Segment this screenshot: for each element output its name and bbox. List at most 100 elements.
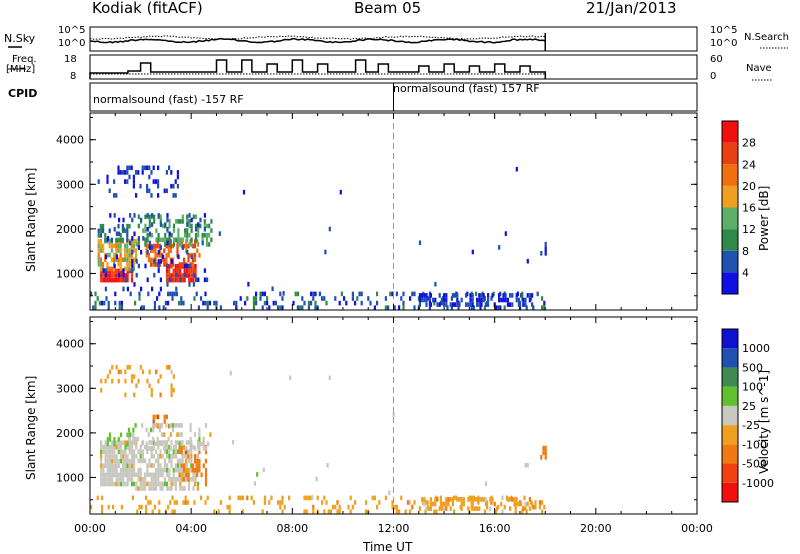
colorbar-tick-label: 12 [742, 223, 756, 236]
data-cell [166, 454, 169, 459]
data-cell [520, 501, 523, 507]
data-cell [256, 472, 259, 477]
data-cell [150, 486, 153, 491]
data-cell [117, 268, 120, 274]
data-cell [473, 506, 476, 511]
data-cell [185, 458, 188, 464]
data-cell [168, 242, 171, 247]
data-cell [137, 472, 140, 477]
data-cell [168, 444, 171, 450]
data-cell [163, 188, 166, 194]
data-cell [159, 467, 162, 473]
data-cell [177, 449, 180, 454]
data-cell [354, 500, 357, 505]
data-cell [494, 305, 497, 310]
data-cell [102, 449, 105, 455]
data-cell [161, 486, 164, 491]
data-cell [154, 262, 157, 267]
data-cell [483, 509, 486, 514]
data-cell [172, 237, 176, 243]
data-cell [168, 219, 171, 224]
data-cell [206, 305, 209, 310]
data-cell [165, 423, 168, 428]
data-cell [323, 495, 326, 501]
data-cell [206, 277, 209, 283]
data-cell [198, 449, 201, 455]
data-cell [255, 291, 258, 297]
data-cell [195, 291, 198, 297]
data-cell [197, 228, 200, 233]
data-cell [183, 472, 186, 477]
data-cell [113, 263, 116, 269]
data-cell [124, 273, 127, 278]
data-cell [188, 449, 191, 454]
data-cell [178, 432, 181, 437]
data-cell [135, 193, 138, 198]
data-cell [190, 458, 193, 464]
data-cell [172, 374, 175, 379]
data-cell [177, 458, 180, 464]
data-cell [119, 458, 123, 464]
data-cell [130, 252, 133, 258]
data-cell [188, 242, 191, 247]
data-cell [157, 259, 160, 264]
data-cell [100, 378, 103, 384]
data-cell [186, 219, 189, 224]
data-cell [119, 449, 123, 455]
data-cell [194, 223, 198, 229]
data-cell [476, 497, 479, 502]
y-tick-label: 4000 [56, 134, 84, 147]
data-cell [124, 458, 127, 464]
data-cell [122, 458, 125, 464]
data-cell [203, 213, 206, 218]
data-cell [519, 300, 522, 306]
data-cell [124, 179, 127, 184]
data-cell [147, 500, 150, 505]
data-cell [104, 268, 107, 273]
data-cell [148, 214, 151, 220]
data-cell [434, 297, 437, 303]
data-cell [445, 302, 448, 307]
data-cell [354, 300, 357, 306]
data-cell [165, 253, 168, 258]
data-cell [228, 495, 231, 501]
data-cell [158, 262, 161, 267]
data-cell [148, 440, 151, 445]
data-cell [484, 481, 488, 486]
data-cell [101, 504, 104, 510]
velocity-colorbar-cell [722, 482, 738, 502]
data-cell [242, 189, 246, 195]
data-cell [183, 277, 186, 283]
data-cell [150, 440, 153, 445]
data-cell [118, 305, 121, 310]
data-cell [190, 242, 193, 247]
data-cell [522, 297, 525, 303]
data-cell [465, 302, 468, 307]
data-cell [202, 300, 205, 306]
data-cell [443, 501, 446, 507]
data-cell [126, 252, 129, 258]
data-cell [451, 302, 454, 307]
data-cell [106, 252, 109, 258]
data-cell [203, 226, 206, 232]
data-cell [177, 477, 180, 482]
data-cell [98, 300, 101, 306]
data-cell [104, 454, 107, 459]
data-cell [514, 509, 517, 514]
data-cell [174, 440, 177, 445]
data-cell [166, 226, 169, 232]
data-cell [194, 232, 198, 238]
data-cell [531, 302, 534, 307]
data-cell [135, 444, 138, 450]
data-cell [159, 277, 162, 283]
data-cell [161, 223, 165, 229]
data-cell [104, 378, 107, 384]
data-cell [177, 242, 180, 247]
data-cell [184, 263, 187, 269]
data-cell [438, 293, 441, 298]
data-cell [502, 297, 505, 303]
data-cell [166, 282, 169, 287]
data-cell [158, 291, 161, 297]
data-cell [137, 458, 140, 464]
data-cell [259, 291, 262, 297]
